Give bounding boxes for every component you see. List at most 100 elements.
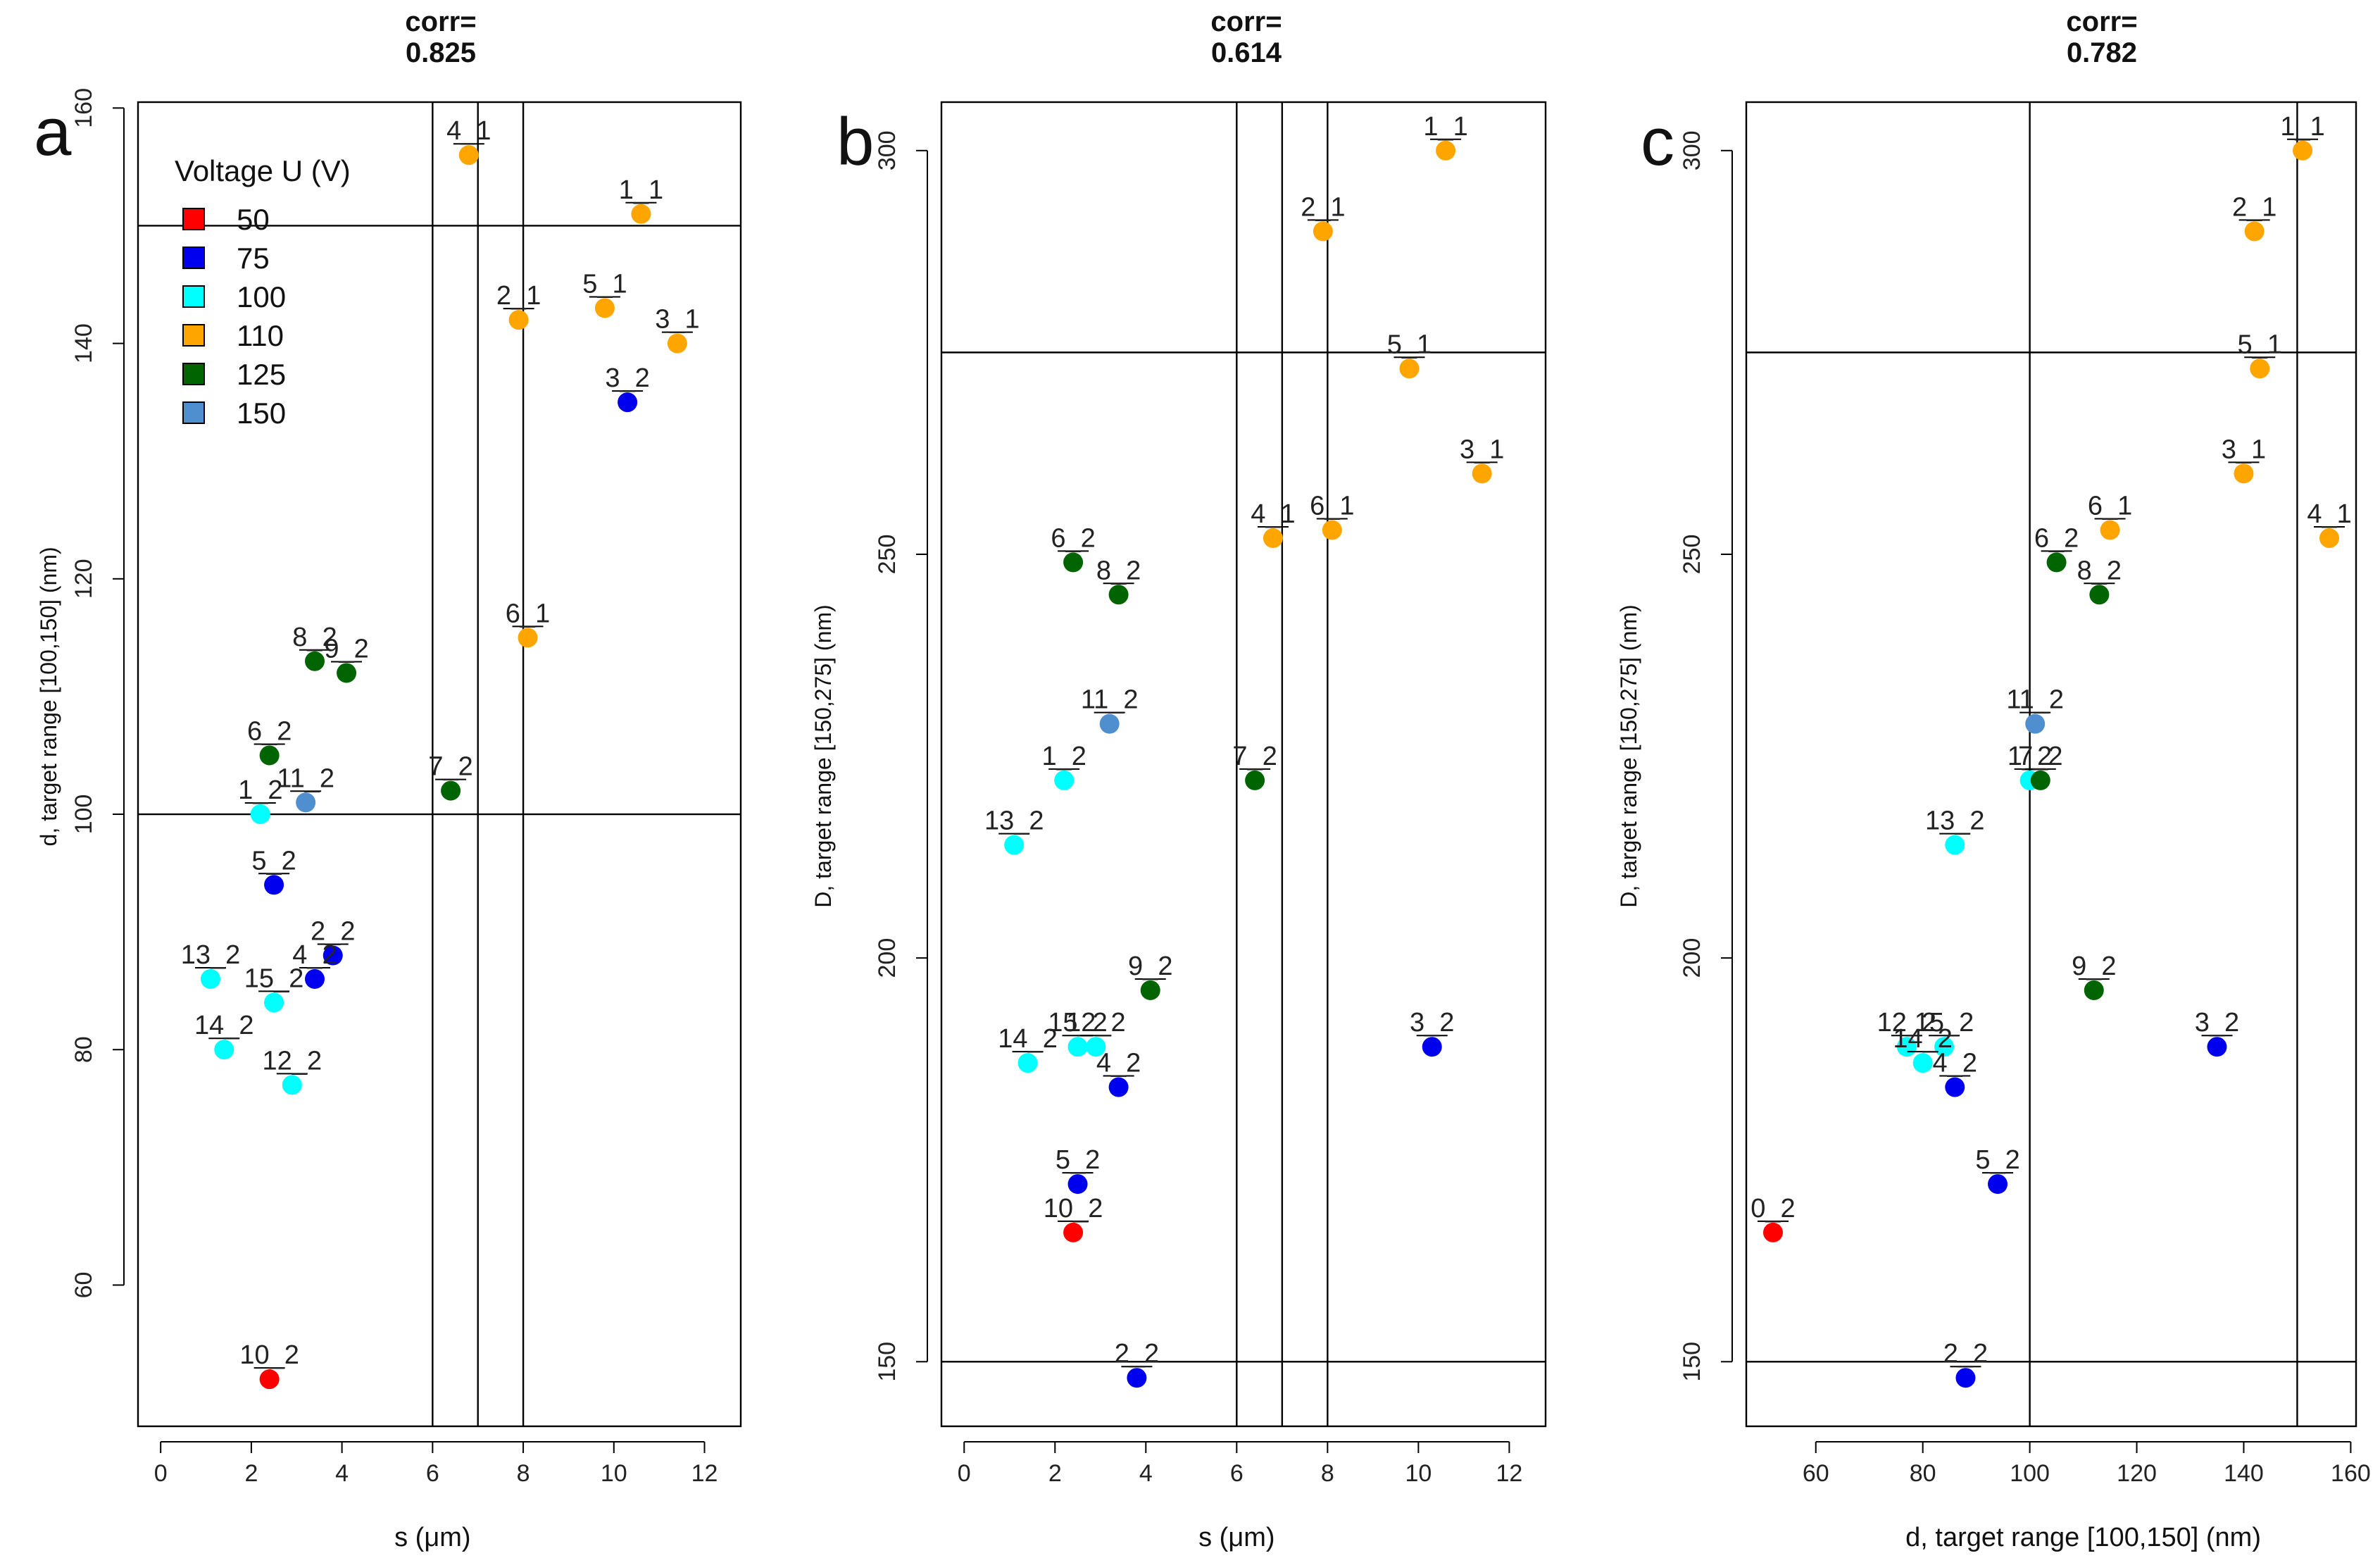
data-point — [1086, 1037, 1106, 1057]
data-point — [2293, 140, 2313, 161]
y-tick-label: 200 — [874, 938, 901, 978]
x-tick-label: 60 — [1803, 1460, 1829, 1487]
legend-swatch — [182, 324, 205, 347]
data-point — [508, 310, 529, 330]
data-point — [1063, 1222, 1084, 1242]
corr-value: 0.782 — [2067, 37, 2137, 68]
point-label: 3_2 — [1410, 1008, 1454, 1037]
point-label: 10_2 — [1044, 1194, 1103, 1223]
point-label: 7_2 — [2018, 742, 2062, 771]
point-label: 9_2 — [2072, 952, 2116, 981]
point-label: 1_1 — [2280, 112, 2324, 142]
data-point — [1004, 835, 1025, 855]
panel-letter: c — [1641, 104, 1674, 180]
data-point — [1313, 221, 1333, 242]
data-point — [264, 992, 284, 1013]
point-label: 1_1 — [1423, 112, 1467, 142]
data-point — [1263, 528, 1283, 549]
point-label: 5_2 — [1056, 1145, 1100, 1175]
data-point — [1436, 140, 1456, 161]
x-tick-label: 10 — [1405, 1460, 1432, 1487]
data-point — [2046, 552, 2067, 573]
y-tick-label: 250 — [874, 535, 901, 575]
y-tick-label: 160 — [70, 88, 97, 128]
data-point — [1988, 1174, 2008, 1195]
point-label: 10_2 — [239, 1340, 299, 1370]
point-label: 8_2 — [1096, 556, 1141, 585]
point-label: 7_2 — [1232, 742, 1277, 771]
point-label: 2_2 — [1943, 1339, 1988, 1369]
x-tick-label: 140 — [2224, 1460, 2264, 1487]
y-tick-label: 200 — [1679, 938, 1705, 978]
point-label: 3_1 — [1460, 435, 1504, 464]
data-point — [618, 392, 638, 413]
corr-title: corr= — [2066, 6, 2137, 37]
x-tick-label: 2 — [244, 1460, 258, 1487]
legend-label: 110 — [237, 319, 284, 352]
data-point — [1322, 520, 1342, 540]
x-tick-label: 8 — [517, 1460, 530, 1487]
point-label: 2_1 — [2232, 192, 2276, 222]
data-point — [594, 298, 615, 318]
point-label: 15_2 — [1915, 1008, 1974, 1037]
corr-title: corr= — [405, 6, 476, 37]
point-label: 2_1 — [496, 281, 541, 311]
y-tick-label: 80 — [70, 1036, 97, 1063]
point-label: 6_2 — [1051, 523, 1095, 553]
data-point — [2244, 221, 2265, 242]
point-label: 4_2 — [292, 940, 337, 970]
y-tick-label: 100 — [70, 794, 97, 835]
plot-frame — [137, 101, 742, 1428]
point-label: 13_2 — [181, 940, 241, 970]
point-label: 4_1 — [2307, 499, 2351, 529]
corr-title: corr= — [1210, 6, 1282, 37]
point-label: 12_2 — [1877, 1008, 1937, 1037]
point-label: 3_2 — [605, 363, 649, 393]
point-label: 5_2 — [251, 846, 296, 875]
x-tick-label: 12 — [691, 1460, 718, 1487]
point-label: 1_2 — [238, 775, 282, 805]
data-point — [259, 1369, 280, 1390]
legend-label: 100 — [237, 280, 286, 313]
point-label: 5_1 — [2238, 330, 2282, 359]
data-point — [214, 1040, 234, 1060]
x-tick-label: 10 — [601, 1460, 627, 1487]
legend: Voltage U (V) 50 75 100 110 125 150 — [175, 154, 351, 430]
x-tick-label: 4 — [1139, 1460, 1153, 1487]
data-point — [1067, 1037, 1088, 1057]
corr-value: 0.825 — [406, 37, 476, 68]
data-point — [1099, 713, 1120, 734]
point-label: 13_2 — [1925, 806, 1985, 836]
y-tick-label: 250 — [1679, 535, 1705, 575]
point-label: 0_2 — [1750, 1194, 1795, 1223]
panel-c: corr=0.782 c 60 80 100 120 140 160 d, target ran… — [1616, 6, 2371, 1552]
data-point — [667, 333, 687, 354]
data-point — [250, 804, 270, 825]
data-point — [441, 780, 461, 801]
point-label: 1_2 — [2008, 742, 2052, 771]
legend-label: 150 — [237, 397, 286, 430]
point-label: 15_2 — [244, 964, 304, 993]
legend-label: 125 — [237, 358, 286, 391]
y-tick-label: 60 — [70, 1272, 97, 1299]
data-point — [1955, 1368, 1976, 1388]
x-tick-label: 12 — [1496, 1460, 1522, 1487]
x-tick-label: 100 — [2010, 1460, 2050, 1487]
data-point — [337, 663, 357, 683]
data-point — [2250, 359, 2270, 379]
y-axis-label: d, target range [100,150] (nm) — [36, 547, 61, 846]
point-label: 7_2 — [428, 752, 472, 782]
point-label: 14_2 — [194, 1011, 254, 1040]
data-point — [1054, 770, 1075, 790]
point-label: 3_1 — [2222, 435, 2266, 464]
plot-frame — [940, 101, 1547, 1428]
point-label: 6_2 — [2034, 523, 2079, 553]
point-label: 2_1 — [1301, 192, 1345, 222]
data-point — [2319, 528, 2340, 549]
point-label: 3_2 — [2195, 1008, 2239, 1037]
legend-swatch — [182, 285, 205, 308]
point-label: 1_2 — [1041, 742, 1086, 771]
x-tick-label: 80 — [1910, 1460, 1936, 1487]
